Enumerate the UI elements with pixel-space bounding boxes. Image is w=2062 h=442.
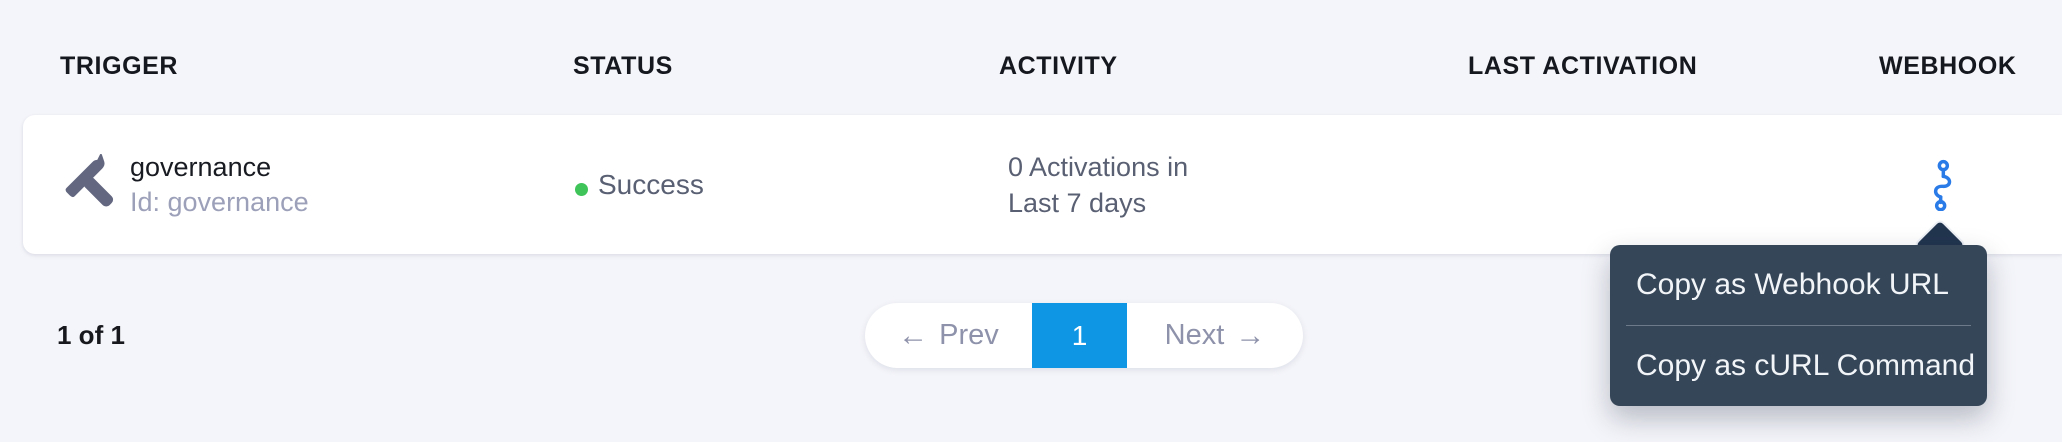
activity-cell: 0 Activations in Last 7 days <box>1008 115 1188 254</box>
prev-label: Prev <box>939 319 999 351</box>
webhook-context-menu: Copy as Webhook URL Copy as cURL Command <box>1610 245 1987 406</box>
arrow-right-icon: → <box>1235 318 1266 352</box>
hammer-icon <box>65 153 114 207</box>
webhook-icon <box>1933 159 1952 211</box>
column-header-last-activation: LAST ACTIVATION <box>1468 52 1698 80</box>
trigger-id: Id: governance <box>130 187 309 217</box>
trigger-name: governance <box>130 152 272 182</box>
webhook-button[interactable] <box>1916 115 1968 254</box>
trigger-texts: governance Id: governance <box>130 151 309 218</box>
trigger-cell: governance Id: governance <box>56 115 309 254</box>
status-success-dot-icon <box>575 183 588 196</box>
activity-line1: 0 Activations in <box>1008 151 1189 182</box>
column-header-webhook: WEBHOOK <box>1879 52 2017 80</box>
menu-item-copy-webhook-url[interactable]: Copy as Webhook URL <box>1636 268 1949 301</box>
arrow-left-icon: ← <box>898 318 929 352</box>
next-page-button[interactable]: Next → <box>1127 303 1303 368</box>
status-label: Success <box>598 168 704 200</box>
page-count-summary: 1 of 1 <box>57 320 125 350</box>
pagination-control: ← Prev 1 Next → <box>865 303 1303 368</box>
table-row[interactable] <box>23 115 2062 254</box>
column-header-status: STATUS <box>573 52 673 80</box>
prev-page-button[interactable]: ← Prev <box>865 303 1032 368</box>
activity-line2: Last 7 days <box>1008 187 1147 218</box>
menu-item-copy-curl-command[interactable]: Copy as cURL Command <box>1636 349 1976 382</box>
page-number-button[interactable]: 1 <box>1032 303 1127 368</box>
status-cell: Success <box>575 115 704 254</box>
column-header-activity: ACTIVITY <box>999 52 1118 80</box>
next-label: Next <box>1164 319 1225 351</box>
menu-divider <box>1626 325 1971 326</box>
column-header-trigger: TRIGGER <box>60 52 179 80</box>
